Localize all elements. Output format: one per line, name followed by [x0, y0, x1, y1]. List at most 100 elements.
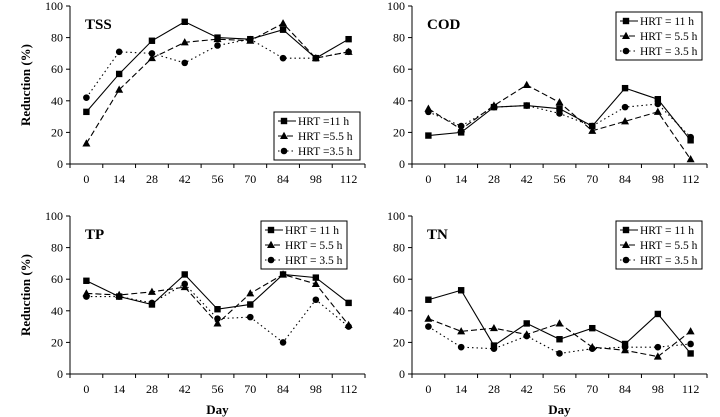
- y-tick-label: 0: [399, 367, 405, 381]
- data-point: [115, 70, 123, 78]
- x-tick-label: 0: [83, 382, 89, 396]
- data-point: [522, 80, 531, 88]
- y-tick-label: 40: [51, 304, 63, 318]
- data-point: [246, 313, 254, 321]
- panel-title: TP: [85, 227, 104, 243]
- data-point: [115, 48, 123, 56]
- data-point: [279, 270, 288, 278]
- legend-marker: [280, 131, 288, 139]
- series-square: [83, 271, 352, 313]
- series-line: [86, 273, 349, 310]
- data-point: [556, 350, 563, 357]
- x-tick-label: 28: [146, 382, 158, 396]
- data-point: [523, 320, 530, 327]
- legend: HRT = 11 h HRT = 5.5 h HRT = 3.5 h: [260, 220, 348, 270]
- series-circle: [83, 280, 352, 346]
- y-tick-label: 80: [393, 31, 405, 45]
- series-circle: [425, 100, 694, 141]
- series-circle: [83, 35, 352, 101]
- x-axis-title: Day: [548, 402, 571, 417]
- data-point: [489, 323, 498, 332]
- legend: HRT =11 h HRT =5.5 h HRT =3.5 h: [273, 111, 361, 161]
- data-point: [115, 293, 123, 300]
- data-point: [654, 96, 662, 103]
- legend-marker: [267, 256, 275, 264]
- series-line: [428, 326, 691, 355]
- y-tick-label: 80: [393, 241, 405, 255]
- y-tick-label: 60: [393, 62, 405, 76]
- data-point: [213, 34, 222, 43]
- data-point: [686, 327, 695, 335]
- x-tick-label: 42: [179, 172, 191, 186]
- x-tick-label: 42: [521, 382, 533, 396]
- data-point: [687, 350, 694, 357]
- data-point: [214, 42, 221, 49]
- data-point: [279, 339, 287, 346]
- chart-panel-tp: 0 20 40 60 80 100 0 14 28 42 56 70 84 98 112 TP Reductio…: [18, 209, 366, 417]
- x-tick-label: 84: [619, 382, 631, 396]
- data-point: [279, 19, 288, 27]
- data-point: [148, 37, 156, 44]
- data-point: [556, 105, 563, 112]
- legend-marker: [622, 240, 630, 248]
- legend-label: HRT = 5.5 h: [640, 31, 698, 43]
- data-point: [687, 133, 694, 141]
- data-point: [653, 107, 662, 115]
- series-line: [85, 38, 349, 98]
- data-point: [147, 287, 156, 295]
- data-point: [555, 98, 564, 106]
- x-tick-label: 28: [488, 172, 500, 186]
- legend-label: HRT = 11 h: [285, 225, 339, 237]
- data-point: [148, 299, 156, 307]
- legend-label: HRT = 3.5 h: [285, 255, 343, 267]
- chart-panel-tn: 0 20 40 60 80 100 0 14 28 42 56 70 84 98 112 TN Day HRT =…: [387, 209, 708, 417]
- data-point: [654, 310, 662, 318]
- chart-panel-tss: 0 20 40 60 80 100 0 14 28 42 56 70 84 98 112 TSS Reducti…: [18, 0, 366, 186]
- y-tick-label: 20: [393, 335, 405, 349]
- x-tick-label: 84: [277, 172, 289, 186]
- data-point: [687, 340, 694, 348]
- data-point: [214, 315, 221, 323]
- data-point: [147, 53, 156, 62]
- legend: HRT = 11 h HRT = 5.5 h HRT = 3.5 h: [615, 11, 703, 61]
- data-point: [247, 301, 254, 308]
- x-tick-label: 112: [340, 172, 358, 186]
- legend-marker: [280, 147, 288, 155]
- data-point: [523, 102, 531, 109]
- data-point: [246, 35, 254, 43]
- x-tick-label: 56: [554, 172, 566, 186]
- data-point: [214, 306, 221, 313]
- data-point: [83, 277, 90, 284]
- data-point: [83, 293, 90, 300]
- panel-title: TSS: [85, 17, 112, 33]
- data-point: [490, 103, 498, 111]
- data-point: [279, 54, 287, 62]
- panel-title: TN: [427, 227, 448, 243]
- legend-marker: [267, 226, 275, 234]
- legend-marker: [280, 117, 288, 125]
- y-axis-title: Reduction (%): [18, 44, 33, 126]
- x-tick-label: 14: [455, 382, 467, 396]
- legend-label: HRT = 11 h: [640, 225, 694, 237]
- data-point: [345, 48, 352, 56]
- data-point: [588, 126, 597, 134]
- data-point: [621, 117, 630, 125]
- y-tick-label: 80: [51, 241, 63, 255]
- data-point: [246, 289, 255, 297]
- data-point: [556, 336, 563, 343]
- y-tick-label: 20: [393, 125, 405, 139]
- legend: HRT = 11 h HRT = 5.5 h HRT = 3.5 h: [615, 220, 703, 270]
- series-triangle: [424, 80, 695, 163]
- x-tick-label: 70: [586, 172, 598, 186]
- y-tick-label: 40: [393, 94, 405, 108]
- data-point: [457, 343, 465, 351]
- x-tick-label: 14: [113, 172, 125, 186]
- legend-label: HRT = 3.5 h: [640, 255, 698, 267]
- data-point: [213, 319, 222, 327]
- data-point: [181, 280, 189, 288]
- y-tick-label: 100: [45, 0, 63, 13]
- data-point: [83, 108, 90, 116]
- data-point: [621, 84, 629, 92]
- data-point: [555, 319, 564, 327]
- data-point: [457, 287, 465, 294]
